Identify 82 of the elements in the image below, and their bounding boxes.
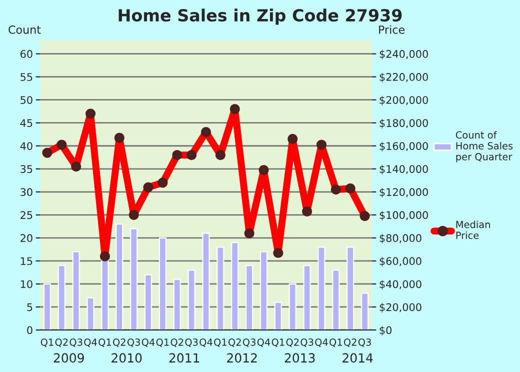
y2-tick-label: $40,000	[380, 280, 422, 290]
y-tick-label: 30	[20, 188, 32, 196]
x-tick-label: Q2	[228, 338, 241, 347]
y2-tick-label: $100,000	[380, 210, 428, 220]
y2-tick-label: $200,000	[380, 96, 428, 106]
y-tick-label: 40	[20, 142, 32, 150]
text: 2013	[284, 353, 315, 363]
y2-tick-label: $160,000	[380, 142, 428, 152]
x-tick-label: Q2	[55, 338, 68, 347]
bar	[274, 302, 282, 330]
x-tick-label: Q3	[358, 338, 371, 347]
x-tick-label: Q3	[300, 338, 314, 347]
text: 2012	[227, 353, 257, 363]
bar	[43, 283, 52, 330]
y-tick-label: 55	[20, 73, 32, 81]
y2-tick-label: $180,000	[380, 118, 428, 128]
y2-axis-title: Price	[379, 25, 405, 34]
x-tick-label: Q3	[185, 338, 198, 347]
x-tick-label: Q3	[242, 338, 256, 347]
x-tick-label: Q1	[272, 338, 284, 347]
text: 2009	[54, 353, 84, 363]
x-tick-label: Q1	[330, 338, 342, 347]
x-tick-label: Q1	[40, 338, 54, 347]
bar	[360, 292, 369, 330]
chart-title: Home Sales in Zip Code 27939	[118, 8, 402, 25]
y-tick-label: 15	[20, 257, 32, 266]
bar	[346, 246, 354, 330]
y-tick-label: 5	[27, 303, 32, 312]
bar	[72, 251, 80, 330]
y-tick-label: 25	[20, 211, 32, 220]
bar	[130, 228, 138, 330]
bar	[231, 242, 239, 330]
y2-tick-label: $220,000	[380, 72, 428, 82]
y2-tick-label: $240,000	[380, 50, 428, 60]
y-tick-label: 20	[20, 234, 32, 242]
text: 2014	[342, 353, 373, 363]
bar	[303, 265, 311, 330]
x-tick-label: Q3	[127, 338, 140, 347]
x-tick-label: Q4	[315, 338, 328, 347]
y-tick-label: 45	[20, 119, 32, 127]
bar	[173, 278, 181, 330]
x-tick-label: Q4	[84, 338, 97, 347]
x-tick-label: Q2	[344, 338, 356, 347]
y-tick-label: 50	[20, 96, 32, 104]
bar	[332, 270, 340, 330]
text: 2011	[169, 353, 200, 363]
x-tick-label: Q1	[156, 338, 169, 347]
y2-tick-label: $80,000	[380, 234, 422, 244]
x-tick-label: Q1	[214, 338, 226, 347]
bar	[58, 265, 66, 330]
y2-tick-label: $0	[380, 326, 392, 336]
x-tick-label: Q2	[170, 338, 184, 347]
bar	[216, 246, 224, 330]
x-tick-label: Q4	[257, 338, 270, 347]
bar	[202, 232, 210, 330]
x-tick-label: Q4	[200, 338, 212, 347]
y2-tick-label: $60,000	[380, 256, 422, 266]
y-tick-label: 10	[20, 280, 32, 288]
bar	[158, 237, 166, 330]
text: 2010	[112, 353, 142, 363]
legend-label: Count of Home Sales per Quarter	[456, 131, 513, 162]
x-tick-label: Q2	[113, 338, 126, 347]
y-axis-title: Count	[8, 25, 41, 34]
y2-tick-label: $20,000	[380, 303, 422, 312]
x-tick-label: Q3	[70, 338, 82, 347]
y-tick-label: 60	[20, 50, 32, 58]
x-tick-label: Q2	[286, 338, 299, 347]
bar	[116, 224, 124, 330]
bar	[144, 274, 152, 330]
bar	[260, 251, 268, 330]
x-tick-label: Q1	[98, 338, 111, 347]
y-tick-label: 0	[27, 326, 32, 334]
bar	[86, 297, 94, 330]
bar	[246, 265, 254, 330]
y2-tick-label: $120,000	[380, 188, 428, 198]
y2-tick-label: $140,000	[380, 164, 428, 174]
legend-label: Median Price	[456, 220, 490, 240]
bar	[318, 246, 326, 330]
bar	[188, 270, 196, 330]
x-tick-label: Q4	[142, 338, 155, 347]
bar	[288, 283, 296, 330]
y-tick-label: 35	[20, 165, 32, 173]
